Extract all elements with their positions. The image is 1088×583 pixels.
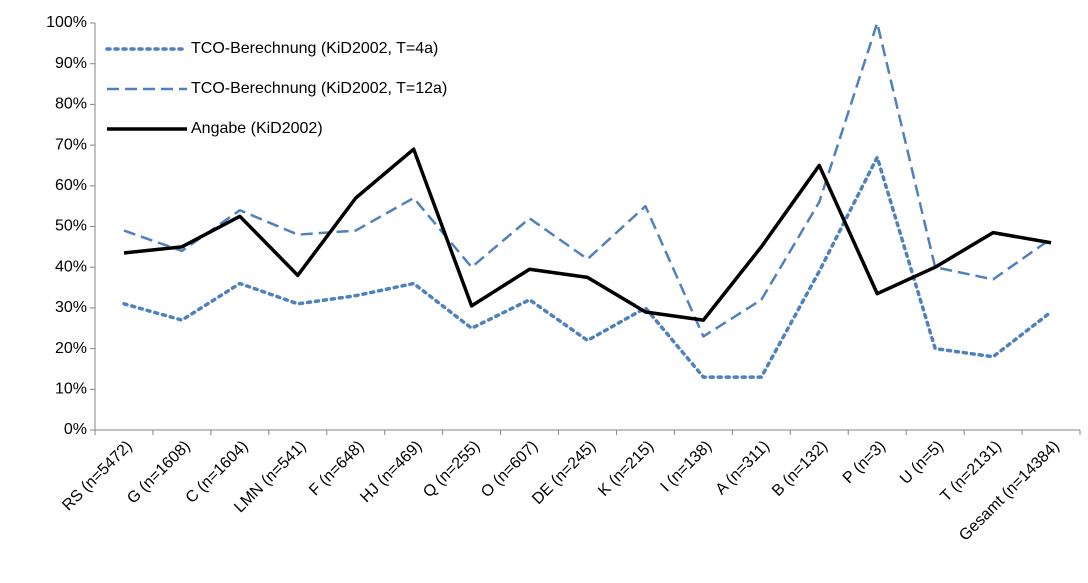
y-tick-label: 70% xyxy=(55,136,87,153)
x-tick-label: A (n=311) xyxy=(713,438,774,499)
y-tick-label: 0% xyxy=(64,421,87,438)
series-line xyxy=(123,147,1052,322)
y-tick-label: 20% xyxy=(55,340,87,357)
y-tick-label: 80% xyxy=(55,96,87,113)
series-line xyxy=(123,21,1052,338)
x-tick-label: Q (n=255) xyxy=(420,438,483,501)
y-tick-label: 50% xyxy=(55,218,87,235)
x-tick-label: RS (n=5472) xyxy=(59,438,136,515)
x-tick-label: F (n=648) xyxy=(306,438,367,499)
y-tick-label: 60% xyxy=(55,177,87,194)
y-tick-label: 40% xyxy=(55,258,87,275)
legend-label: Angabe (KiD2002) xyxy=(191,120,323,137)
y-tick-label: 30% xyxy=(55,299,87,316)
x-tick-label: I (n=138) xyxy=(658,438,716,496)
x-tick-label: K (n=215) xyxy=(595,438,657,500)
x-tick-label: Gesamt (n=14384) xyxy=(956,438,1063,545)
legend-label: TCO-Berechnung (KiD2002, T=12a) xyxy=(191,80,447,97)
y-tick-label: 100% xyxy=(46,14,87,31)
legend-label: TCO-Berechnung (KiD2002, T=4a) xyxy=(191,40,438,57)
x-tick-label: G (n=1608) xyxy=(124,438,194,508)
series-line xyxy=(122,155,1053,379)
x-tick-label: U (n=5) xyxy=(897,438,947,488)
x-tick-label: HJ (n=469) xyxy=(357,438,425,506)
x-tick-label: B (n=132) xyxy=(769,438,831,500)
x-tick-label: O (n=607) xyxy=(478,438,541,501)
y-tick-label: 90% xyxy=(55,55,87,72)
y-tick-label: 10% xyxy=(55,381,87,398)
x-tick-label: P (n=3) xyxy=(840,438,889,487)
